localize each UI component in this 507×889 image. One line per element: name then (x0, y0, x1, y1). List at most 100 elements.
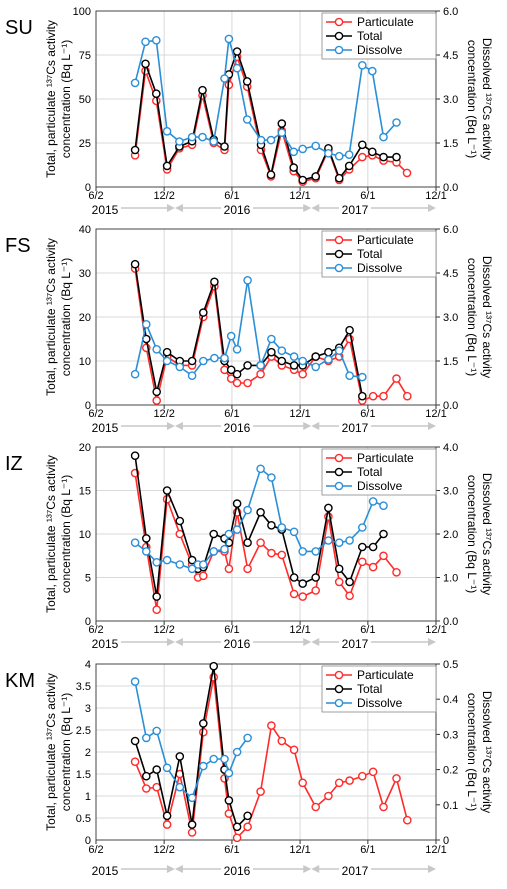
data-point (130, 677, 140, 686)
data-point (324, 355, 333, 364)
data-point (256, 507, 265, 517)
year-label-bg (89, 202, 121, 216)
data-point (289, 573, 299, 582)
data-point (130, 538, 140, 548)
data-point (298, 175, 308, 185)
legend-swatch-marker (334, 467, 344, 477)
data-point (232, 833, 242, 843)
year-row-3: 2015 2016 2017 (89, 636, 436, 651)
data-point (311, 172, 321, 181)
data-point (256, 135, 266, 145)
data-point (266, 170, 276, 179)
data-point (277, 523, 287, 532)
left-axis-label: Total, particulate ¹³⁷Cs activityconcent… (44, 238, 73, 396)
legend-swatch-marker (334, 31, 344, 41)
data-point (334, 173, 344, 183)
y-tick-right: 4.5 (443, 268, 458, 280)
data-point (209, 661, 218, 671)
data-point (130, 145, 140, 155)
series-dissolve (130, 275, 367, 382)
data-point (242, 77, 252, 86)
y-tick-right: 0.4 (443, 694, 458, 706)
data-point (209, 754, 218, 764)
right-axis-label: Dissolved ¹³⁷Cs activityconcentration (B… (465, 473, 494, 595)
arrowhead-right (303, 422, 312, 430)
data-point (243, 275, 252, 285)
x-tick-label: 6/1 (360, 624, 375, 636)
y-tick-right: 0.0 (443, 400, 458, 412)
y-tick-right: 3.0 (443, 312, 458, 324)
series-line (134, 681, 249, 800)
y-tick-left: 4 (85, 659, 91, 671)
data-point (152, 592, 161, 601)
data-point (152, 558, 161, 567)
data-point (152, 782, 161, 792)
data-point (152, 605, 161, 615)
arrowhead-left (311, 422, 320, 430)
data-point (141, 534, 151, 543)
y-tick-right: 0.0 (443, 182, 458, 194)
data-point (152, 344, 161, 354)
data-point (141, 547, 151, 556)
year-label: 2016 (224, 864, 251, 878)
x-tick-label: 12/2 (153, 190, 174, 202)
x-tick-label: 6/2 (88, 408, 103, 420)
arrowhead-right (166, 204, 175, 212)
data-point (232, 63, 242, 73)
year-label: 2015 (92, 864, 119, 878)
data-point (334, 346, 344, 356)
data-point (345, 536, 354, 545)
data-point (311, 352, 321, 361)
y-tick-left: 3.5 (76, 681, 91, 693)
data-point (379, 802, 388, 812)
data-point (210, 277, 219, 287)
data-point (344, 150, 354, 159)
arrowhead-right (428, 638, 436, 646)
x-tick-label: 6/1 (224, 624, 239, 636)
data-point (232, 369, 242, 379)
data-point (187, 828, 197, 837)
arrowhead-right (303, 204, 312, 212)
data-point (357, 372, 367, 382)
x-tick-label: 12/1 (425, 408, 446, 420)
data-point (151, 89, 161, 98)
data-point (392, 118, 401, 127)
data-point (324, 148, 333, 158)
data-point (357, 140, 367, 150)
panel-su: SU 0 25 50 75 100 0.0 1.5 3.0 4.5 6.0 6/2 12/2 6/1 12/… (5, 6, 494, 202)
data-point (224, 796, 234, 805)
data-point (162, 127, 172, 136)
data-point (368, 391, 378, 401)
year-label-bg (221, 420, 253, 434)
data-point (226, 365, 236, 375)
data-point (232, 747, 242, 757)
data-point (334, 564, 344, 574)
data-point (311, 547, 321, 556)
legend-entry: Total (357, 247, 382, 261)
y-tick-left: 0 (85, 182, 91, 194)
data-point (289, 352, 299, 361)
right-axis-label: Dissolved ¹³⁷Cs activityconcentration (B… (465, 691, 494, 813)
data-point (220, 74, 229, 83)
data-point (266, 135, 276, 145)
plot-frame (95, 663, 437, 841)
legend-swatch-marker (334, 481, 344, 491)
x-tick-label: 6/1 (224, 844, 239, 856)
data-point (209, 529, 218, 539)
year-label-bg (339, 202, 371, 216)
data-point (379, 501, 388, 511)
data-point (392, 374, 401, 383)
year-label: 2016 (224, 421, 251, 435)
data-point (243, 564, 252, 574)
data-point (198, 761, 208, 771)
x-tick-label: 6/2 (88, 190, 103, 202)
arrowhead-right (166, 422, 175, 430)
data-point (130, 451, 140, 461)
data-point (392, 152, 401, 162)
series-line (134, 280, 363, 378)
x-tick-label: 12/1 (289, 190, 310, 202)
data-point (379, 391, 388, 401)
data-point (311, 362, 321, 372)
data-point (187, 132, 197, 142)
